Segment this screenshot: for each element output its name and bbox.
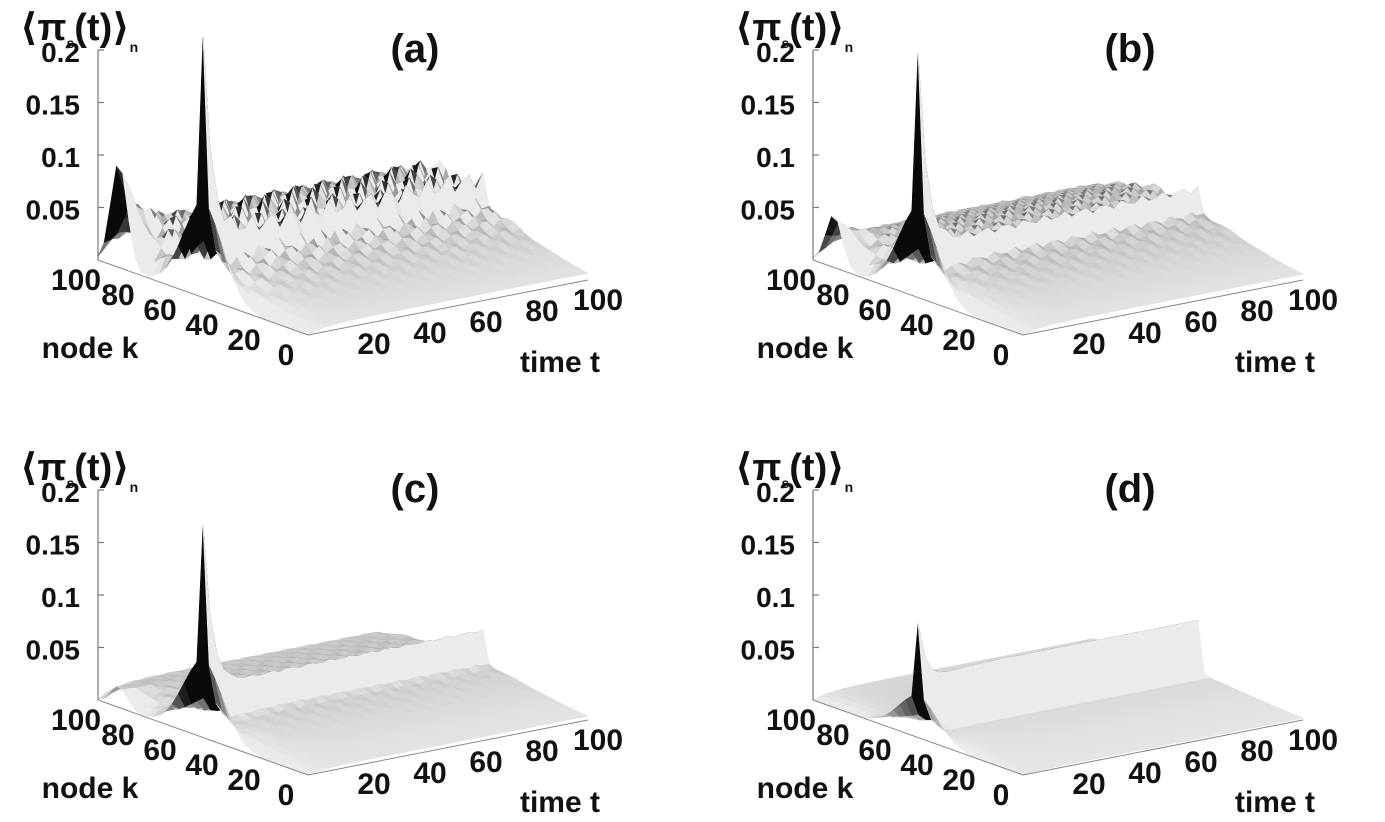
k-tick-label: 20	[227, 324, 260, 357]
t-tick-label: 100	[1288, 284, 1338, 317]
t-tick-label: 100	[573, 724, 623, 757]
k-tick-label: 60	[143, 734, 176, 767]
t-axis-title: time t	[520, 786, 600, 819]
k-tick-label: 80	[816, 279, 849, 312]
surface	[812, 53, 1304, 336]
z-tick-label: 0.1	[756, 142, 795, 173]
k-axis-line	[97, 259, 309, 336]
panel-label: (b)	[1104, 27, 1155, 71]
z-tick-label: 0.05	[741, 195, 796, 226]
z-tick-label: 0.1	[41, 582, 80, 613]
z-axis-label: ⟨πs(t)⟩n	[735, 7, 853, 55]
k-tick-label: 100	[51, 704, 101, 737]
t-tick-label: 40	[1128, 317, 1161, 350]
t-tick-label: 80	[1240, 295, 1273, 328]
t-axis-line	[307, 279, 589, 336]
z-tick-label: 0.05	[26, 195, 81, 226]
k-tick-label: 0	[278, 339, 295, 372]
k-tick-label: 60	[858, 294, 891, 327]
k-tick-label: 80	[101, 719, 134, 752]
t-tick-label: 60	[1184, 306, 1217, 339]
t-tick-label: 40	[413, 757, 446, 790]
t-tick-label: 80	[525, 735, 558, 768]
t-tick-label: 20	[1072, 328, 1105, 361]
k-tick-label: 100	[766, 264, 816, 297]
k-axis-title: node k	[757, 332, 854, 365]
z-tick-label: 0.2	[41, 477, 80, 508]
t-tick-label: 20	[357, 328, 390, 361]
t-axis-title: time t	[520, 346, 600, 379]
k-tick-label: 60	[143, 294, 176, 327]
z-tick-label: 0.1	[41, 142, 80, 173]
panel-label: (a)	[391, 27, 440, 71]
k-tick-label: 40	[185, 309, 218, 342]
t-tick-label: 60	[469, 746, 502, 779]
z-tick-label: 0.2	[41, 37, 80, 68]
panel-label: (d)	[1104, 467, 1155, 511]
z-tick-label: 0.2	[756, 37, 795, 68]
k-tick-label: 20	[942, 324, 975, 357]
t-tick-label: 20	[357, 768, 390, 801]
k-tick-label: 20	[227, 764, 260, 797]
k-tick-label: 100	[51, 264, 101, 297]
z-tick-label: 0.15	[26, 530, 81, 561]
k-tick-label: 40	[185, 749, 218, 782]
k-axis-title: node k	[42, 772, 139, 805]
t-tick-label: 80	[525, 295, 558, 328]
t-tick-label: 40	[413, 317, 446, 350]
t-tick-label: 100	[573, 284, 623, 317]
k-tick-label: 80	[101, 279, 134, 312]
k-axis-title: node k	[42, 332, 139, 365]
z-tick-label: 0.15	[741, 90, 796, 121]
k-tick-label: 0	[278, 779, 295, 812]
surface	[97, 37, 589, 336]
z-tick-label: 0.15	[26, 90, 81, 121]
k-tick-label: 40	[900, 309, 933, 342]
k-tick-label: 0	[993, 339, 1010, 372]
surface-cell	[573, 269, 589, 275]
z-tick-label: 0.05	[26, 635, 81, 666]
z-axis-label: ⟨πs(t)⟩n	[20, 7, 138, 55]
panel-label: (c)	[391, 467, 440, 511]
t-axis-title: time t	[1235, 346, 1315, 379]
t-tick-label: 60	[469, 306, 502, 339]
